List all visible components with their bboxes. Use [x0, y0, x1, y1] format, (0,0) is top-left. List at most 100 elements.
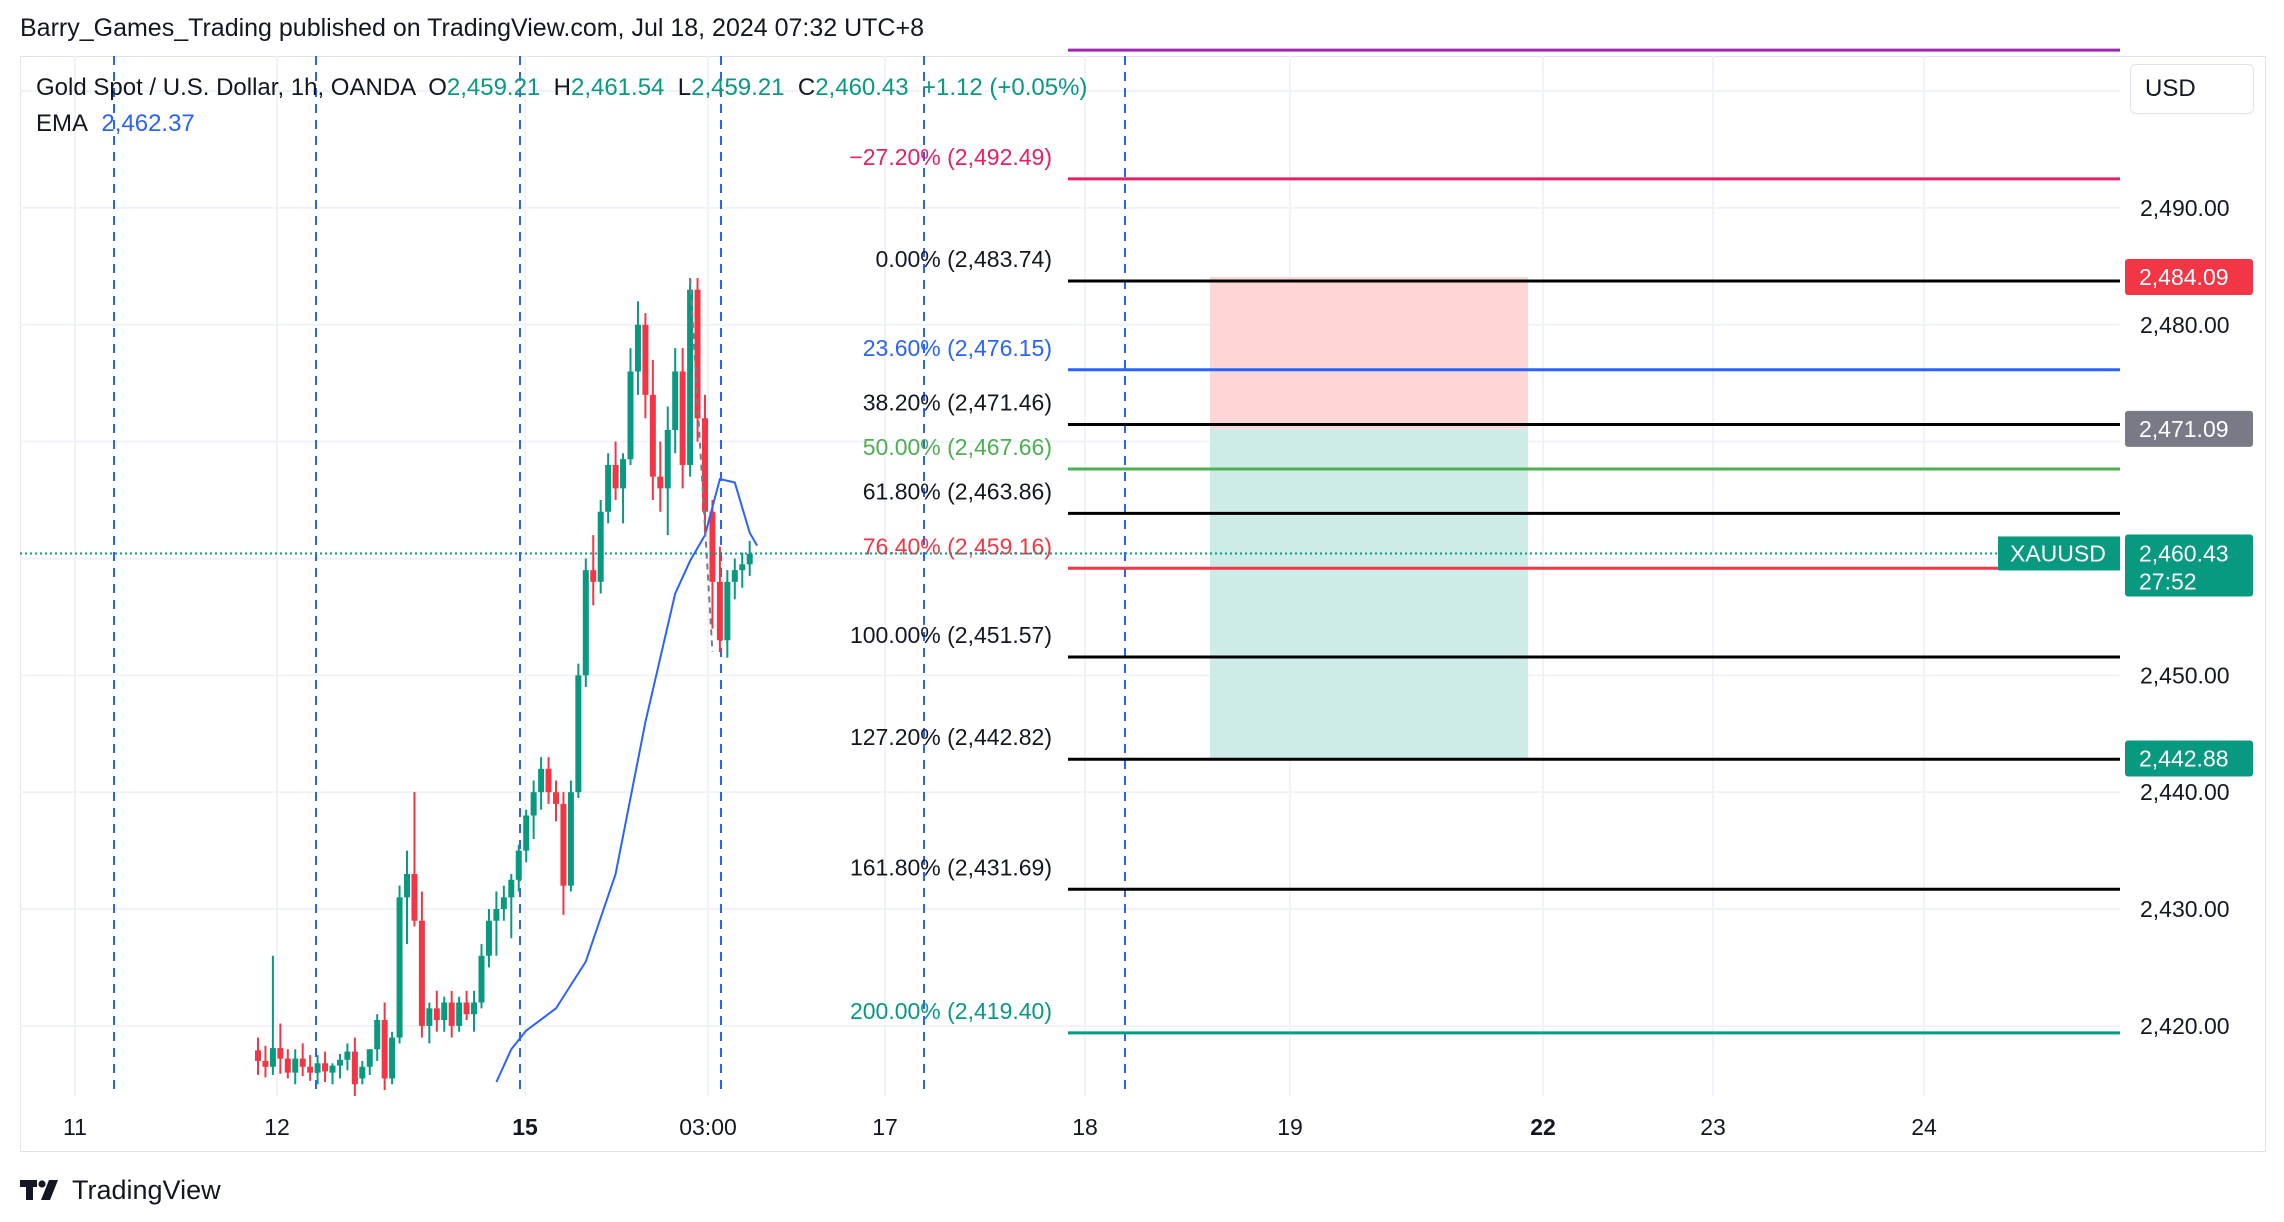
grid-lines [20, 56, 2120, 1096]
candle-body [299, 1058, 306, 1067]
candle-body [731, 570, 738, 582]
price-axis-label: 2,430.00 [2140, 896, 2230, 922]
candle-body [739, 564, 746, 571]
candle-body [612, 464, 619, 489]
candle-body [515, 850, 522, 880]
candle-body [381, 1020, 388, 1079]
time-axis-label: 22 [1530, 1114, 1556, 1140]
price-tag-box [2125, 740, 2253, 777]
candle-body [634, 324, 641, 372]
candle-body [292, 1058, 299, 1073]
symbol-tag-label: XAUUSD [2010, 540, 2106, 566]
candle-body [664, 429, 671, 489]
tradingview-logo-icon [20, 1180, 58, 1200]
fib-level-label: 50.00% (2,467.66) [863, 434, 1052, 460]
candle-body [366, 1049, 373, 1067]
take-profit-zone [1210, 428, 1528, 759]
chart-frame [20, 56, 2266, 1152]
candle-body [538, 768, 545, 793]
time-axis-label: 24 [1911, 1114, 1937, 1140]
price-tag-label: 2,471.09 [2139, 416, 2229, 442]
footer-brand[interactable]: TradingView [20, 1170, 221, 1210]
candle-body [485, 920, 492, 956]
candle-body [672, 371, 679, 430]
price-axis-label: 2,450.00 [2140, 662, 2230, 688]
candle-body [262, 1060, 269, 1067]
fib-levels: −27.20% (2,492.49) 0.00% (2,483.74) 23.60%… [20, 48, 2120, 1035]
candle-body [590, 570, 597, 582]
last-price-label: 2,460.43 [2139, 540, 2229, 566]
symbol-tag-box [1998, 536, 2120, 571]
candle-body [649, 394, 656, 477]
candle-body [389, 1037, 396, 1079]
time-axis-label: 03:00 [679, 1114, 737, 1140]
ema-line [495, 277, 759, 1083]
low-value: 2,459.21 [691, 74, 785, 101]
fib-level-label: 23.60% (2,476.15) [863, 335, 1052, 361]
time-axis-label: 11 [63, 1114, 87, 1140]
candle-body [500, 897, 507, 910]
candle-body [702, 418, 708, 512]
price-axis: 2,420.00 2,430.00 2,440.00 2,450.00 2,480.00… [2140, 195, 2230, 1039]
candle-body [545, 768, 552, 793]
time-axis-label: 23 [1700, 1114, 1726, 1140]
candle-body [687, 289, 694, 465]
close-label: C [797, 74, 816, 101]
candle-body [478, 955, 485, 1003]
fib-level-label: 38.20% (2,471.46) [863, 390, 1052, 416]
price-tag-label: 2,442.88 [2139, 746, 2229, 772]
last-price-tag-box [2125, 534, 2253, 597]
candle-body [471, 1002, 478, 1015]
candle-body [463, 1002, 470, 1015]
candle-body [657, 476, 664, 489]
time-axis: 11 12 15 03:00 17 18 19 22 23 24 [63, 1114, 1937, 1140]
legend: Gold Spot / U.S. Dollar, 1h, OANDA O 2,45… [36, 70, 1087, 142]
price-tag-box [2125, 410, 2253, 447]
candle-body [426, 1008, 433, 1026]
candle-body [694, 289, 701, 419]
candle-body [597, 511, 604, 582]
candle-body [359, 1066, 366, 1079]
currency-button[interactable]: USD [2130, 64, 2254, 114]
high-value: 2,461.54 [570, 74, 665, 101]
candle-body [724, 581, 731, 641]
price-axis-label: 2,440.00 [2140, 779, 2230, 805]
candle-body [255, 1050, 261, 1061]
price-tag-box [2125, 258, 2253, 295]
candles [255, 278, 753, 1096]
candle-body [411, 873, 418, 921]
candle-body [307, 1066, 314, 1073]
publisher-line: Barry_Games_Trading published on Trading… [20, 14, 924, 42]
candle-body [456, 1002, 463, 1026]
symbol-name: Gold Spot / U.S. Dollar, 1h, OANDA [36, 74, 415, 101]
price-axis-label: 2,480.00 [2140, 312, 2230, 338]
countdown-label: 27:52 [2139, 568, 2197, 594]
candle-body [493, 909, 500, 921]
candle-body [530, 792, 537, 816]
position-zones [1210, 276, 1528, 759]
time-axis-label: 18 [1072, 1114, 1098, 1140]
candle-body [314, 1063, 321, 1073]
candle-body [716, 581, 723, 641]
fib-level-label: 0.00% (2,483.74) [876, 246, 1052, 272]
fib-level-label: 76.40% (2,459.16) [863, 533, 1052, 559]
session-separators [113, 56, 1126, 1096]
candle-body [709, 511, 716, 582]
ema-curve [495, 477, 759, 1083]
ema-value: 2,462.37 [101, 110, 195, 137]
price-tags: 2,484.09 2,471.09 2,442.88 XAUUSD 2,460.4327… [1998, 258, 2253, 777]
candle-body [575, 675, 582, 793]
candle-body [605, 464, 612, 512]
open-label: O [428, 74, 447, 101]
fib-level-label: 100.00% (2,451.57) [850, 622, 1052, 648]
time-axis-label: 15 [512, 1114, 538, 1140]
time-axis-label: 19 [1277, 1114, 1303, 1140]
candle-body [567, 792, 574, 886]
candle-body [418, 920, 425, 1026]
candle-body [322, 1063, 329, 1072]
candle-body [523, 815, 530, 851]
fib-level-label: −27.20% (2,492.49) [849, 144, 1052, 170]
fib-level-label: 127.20% (2,442.82) [850, 724, 1052, 750]
candle-body [277, 1048, 284, 1059]
